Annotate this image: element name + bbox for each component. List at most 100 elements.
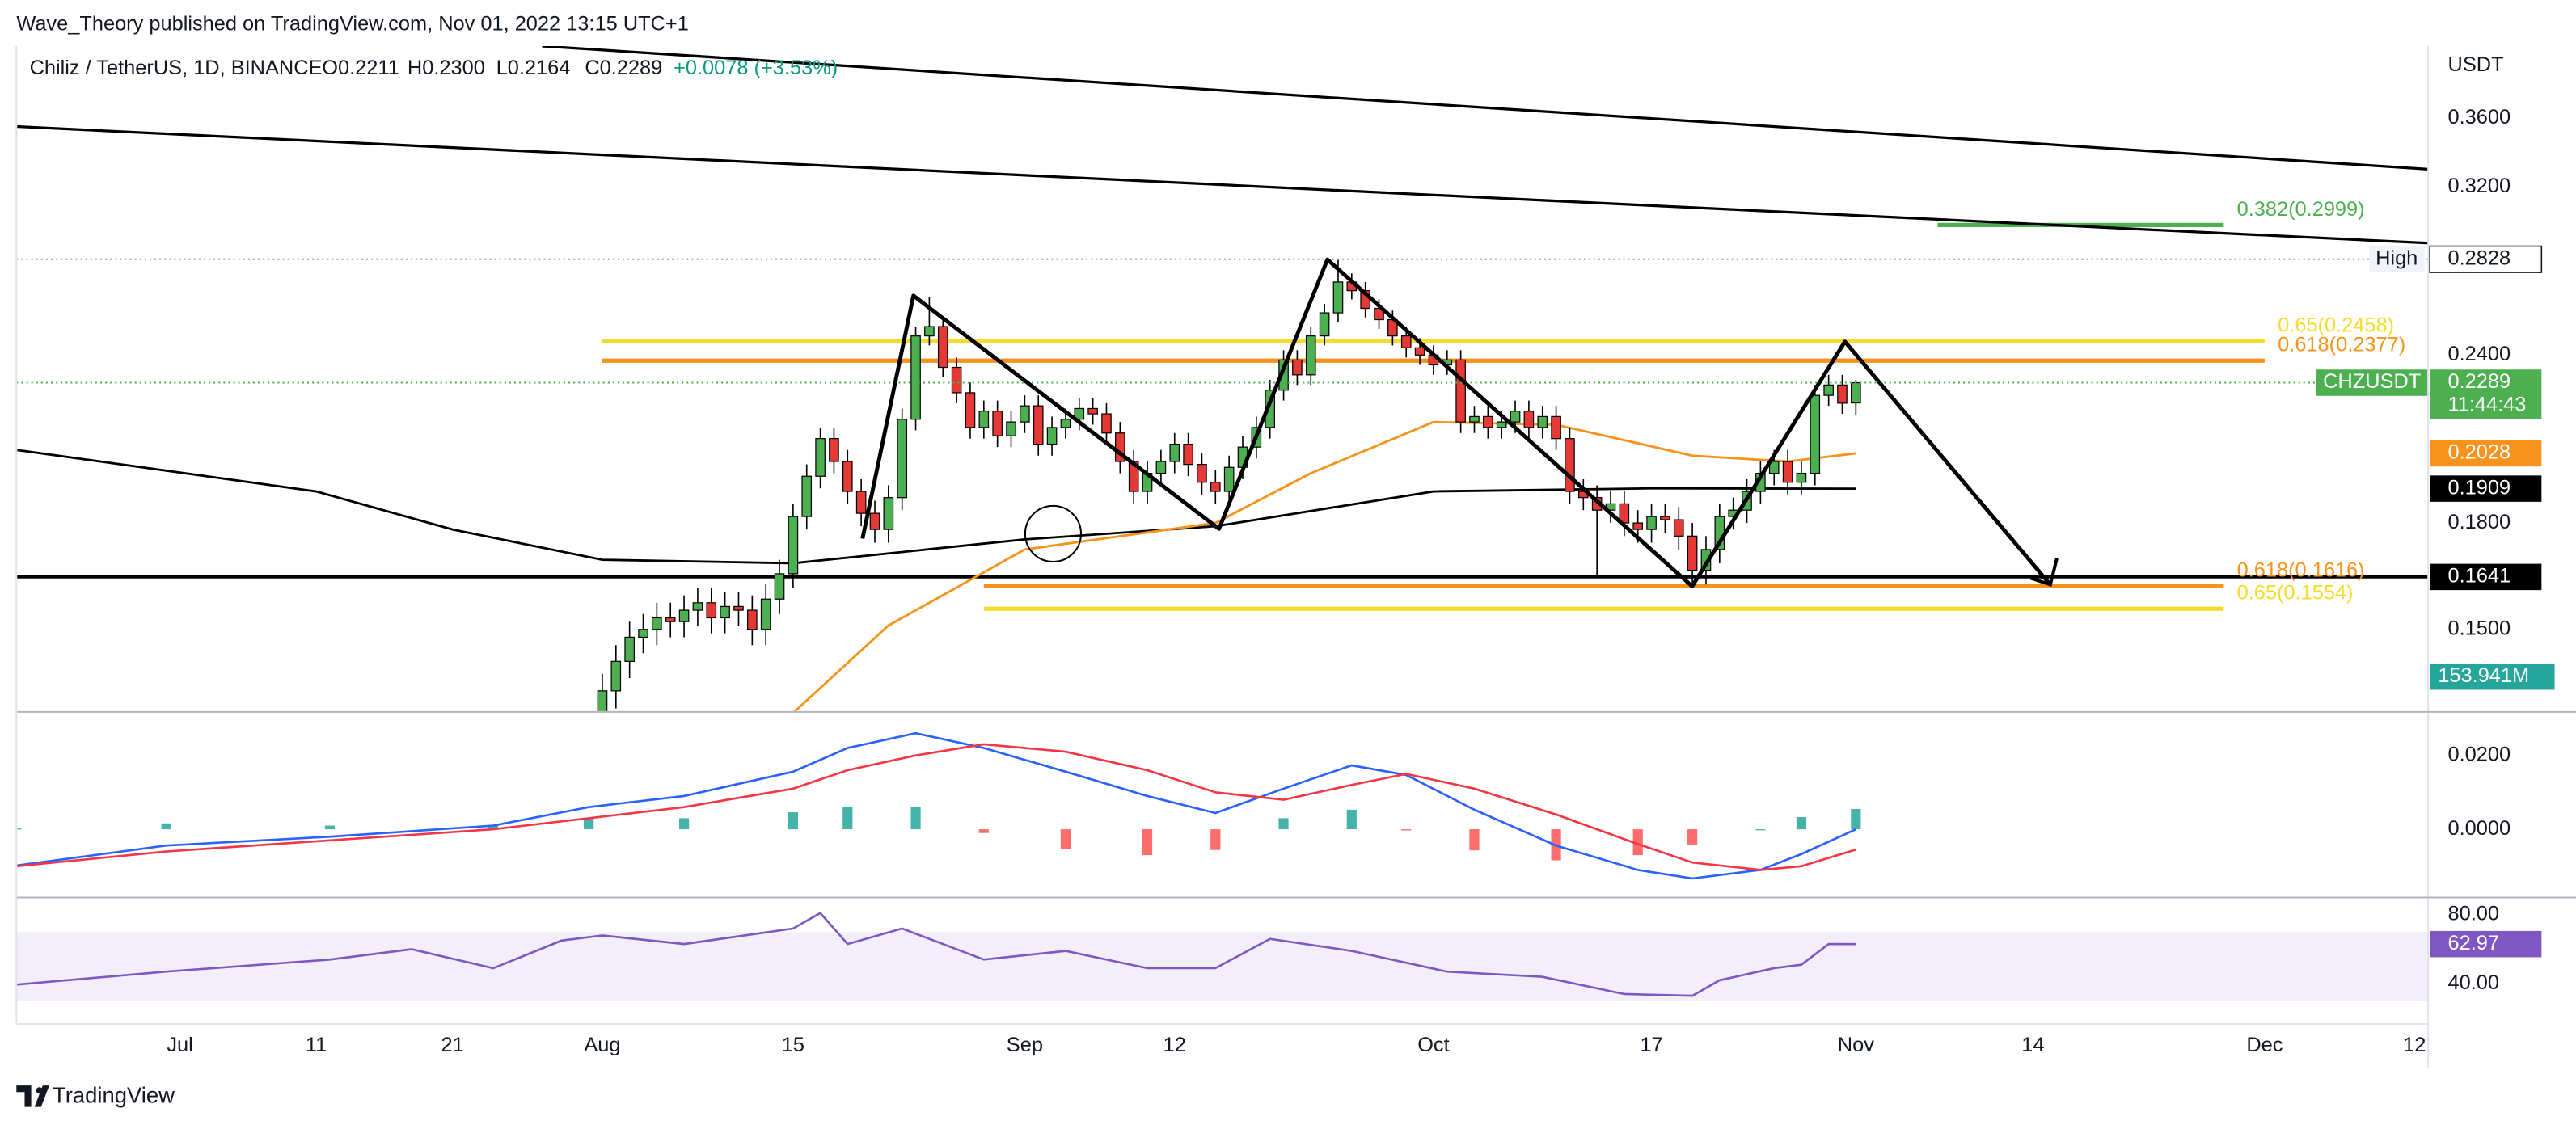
indicator-pane <box>16 731 1861 880</box>
badge-label: 0.2289 <box>2448 370 2511 393</box>
byline: Wave_Theory published on TradingView.com… <box>16 12 689 35</box>
candle-body <box>1020 405 1030 423</box>
x-tick-label: Dec <box>2246 1034 2283 1056</box>
x-tick-label: 12 <box>2403 1034 2426 1056</box>
badge-box <box>2430 563 2542 591</box>
badge-name: High <box>2375 246 2418 269</box>
candle-body <box>665 617 676 622</box>
x-tick-label: Nov <box>1838 1034 1874 1056</box>
y-tick-label: 0.3600 <box>2448 106 2511 129</box>
candle-body <box>638 629 648 638</box>
badge-box <box>2430 475 2542 502</box>
candle-body <box>1687 535 1698 571</box>
histogram-bar <box>1755 829 1766 831</box>
candle-body <box>829 438 839 462</box>
candle-body <box>1101 413 1112 434</box>
y-tick-label: 0.1800 <box>2448 511 2511 533</box>
histogram-bar <box>1687 829 1698 845</box>
ohlc-change: +0.0078 (+3.53%) <box>674 57 838 79</box>
candle-body <box>1565 438 1575 492</box>
histogram-bar <box>842 807 853 830</box>
candle-body <box>1496 421 1507 428</box>
candle-body <box>1087 407 1098 415</box>
candle-body <box>978 411 990 428</box>
x-tick-label: Aug <box>584 1034 620 1056</box>
histogram-bar <box>788 812 798 830</box>
y-tick-label: 0.0000 <box>2448 817 2511 840</box>
candle-body <box>1823 384 1834 396</box>
ohlc-low: L0.2164 <box>496 57 571 79</box>
candle-body <box>1292 359 1303 376</box>
x-tick-label: 11 <box>306 1034 327 1056</box>
badge-box <box>2430 369 2542 419</box>
badge-label: 0.2828 <box>2448 246 2511 269</box>
candle-body <box>1469 415 1480 423</box>
candle-body <box>747 609 758 630</box>
histogram-bar <box>16 828 22 830</box>
candle-body <box>1305 335 1316 376</box>
candle-body <box>720 605 730 619</box>
candle-body <box>1414 347 1425 356</box>
indicator-line <box>16 449 1856 565</box>
y-tick-label: 0.1500 <box>2448 617 2511 639</box>
badge-label: 0.1641 <box>2448 565 2511 588</box>
candle-body <box>1455 359 1466 423</box>
badge-box <box>2429 245 2543 273</box>
candle-body <box>1632 522 1644 530</box>
x-tick-label: 15 <box>782 1034 804 1056</box>
price-badge: 62.97 <box>2430 930 2542 958</box>
frame <box>15 45 2576 1068</box>
candle-body <box>883 497 894 530</box>
candle-body <box>1768 461 1780 474</box>
x-tick-label: 17 <box>1640 1034 1662 1056</box>
y-tick-label: 0.0200 <box>2448 743 2511 765</box>
candle-body <box>1319 312 1330 337</box>
candle-body <box>924 326 935 337</box>
candle-body <box>1060 419 1071 428</box>
candle-body <box>1223 466 1235 492</box>
indicator-pane <box>16 912 2429 1001</box>
ohlc-close: C0.2289 <box>585 57 662 79</box>
badge-name: CHZUSDT <box>2323 370 2421 393</box>
symbol: Chiliz / TetherUS, 1D, BINANCE <box>30 57 323 79</box>
badge-box <box>2430 930 2542 958</box>
volume-box <box>2430 663 2555 690</box>
candle-body <box>1851 381 1861 404</box>
histogram-bar <box>324 825 336 830</box>
badge-timer: 11:44:43 <box>2448 394 2527 416</box>
y-tick-label: 40.00 <box>2448 971 2500 994</box>
candle-body <box>733 605 744 611</box>
candle-body <box>1510 411 1521 423</box>
circle-marker <box>1024 504 1082 562</box>
histogram-bar <box>1796 817 1807 830</box>
histogram-bar <box>910 807 921 830</box>
badge-label: 0.2028 <box>2448 441 2511 464</box>
badge-box <box>2430 440 2542 467</box>
histogram-bar <box>978 829 989 833</box>
candle-body <box>801 475 813 517</box>
candle-body <box>610 660 622 692</box>
badge-name-box <box>2368 246 2426 273</box>
candle-body <box>1115 432 1125 462</box>
candle-body <box>1400 335 1412 348</box>
candle-body <box>1183 444 1193 466</box>
candle-body <box>774 573 785 600</box>
x-tick-label: Jul <box>167 1034 192 1056</box>
y-tick-label: 0.2400 <box>2448 343 2511 365</box>
candle-body <box>910 335 921 420</box>
badge-label: 62.97 <box>2448 932 2500 954</box>
histogram-bar <box>161 823 171 830</box>
candle-body <box>1796 472 1807 483</box>
axis-unit: USDT <box>2448 53 2504 76</box>
histogram-bar <box>1278 818 1289 830</box>
badge-name-box <box>2316 369 2429 396</box>
x-tick-label: 12 <box>1163 1034 1186 1056</box>
candle-body <box>1074 407 1085 420</box>
candle-body <box>788 516 799 575</box>
candle-body <box>855 491 867 514</box>
histogram-bar <box>584 818 594 830</box>
candle-body <box>706 602 717 619</box>
plot-layer: Jul 11 21 Aug 15 Sep 12 Oct 17 Nov 14 Dec 12 0.382(0.… <box>16 106 2555 1056</box>
histogram-bar <box>678 818 690 830</box>
